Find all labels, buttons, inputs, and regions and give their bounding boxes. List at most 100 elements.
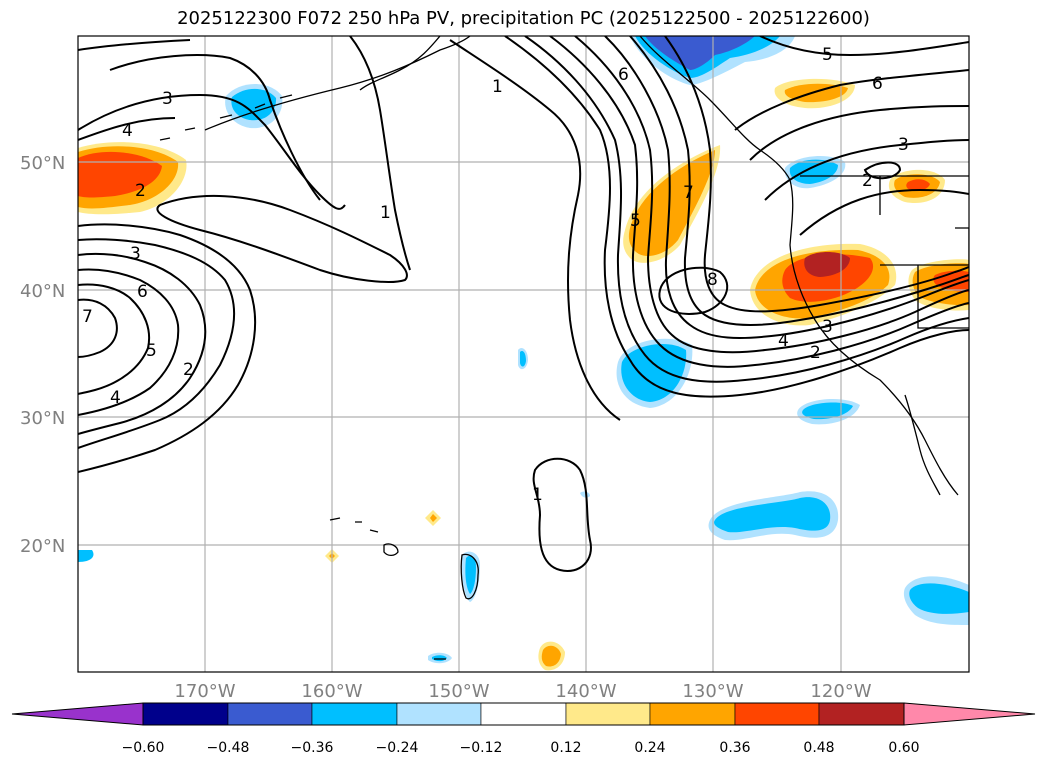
colorbar-bin-9 bbox=[818, 702, 905, 726]
coast-bc bbox=[639, 36, 791, 181]
contour-1-main bbox=[349, 36, 411, 271]
colorbar-bin-5 bbox=[480, 702, 567, 726]
contour-jet-6 bbox=[629, 36, 969, 327]
colorbar-tick-1: −0.60 bbox=[122, 740, 165, 756]
colorbar-extend-min bbox=[11, 702, 144, 726]
longitude-labels: 170°W 160°W 150°W 140°W 130°W 120°W bbox=[174, 681, 871, 702]
contour-3-west bbox=[78, 93, 346, 210]
contour-label-2-ca: 2 bbox=[810, 343, 821, 363]
contour-jet-4 bbox=[574, 36, 969, 354]
contour-label-5-jet: 5 bbox=[630, 211, 641, 231]
precip-blob-small-cyan-3-core bbox=[432, 655, 447, 662]
colorbar-tick-10: 0.60 bbox=[888, 740, 919, 756]
colorbar-bin-8 bbox=[734, 702, 820, 726]
precip-blob-offshore-core bbox=[621, 343, 687, 402]
contour-2-northwest bbox=[78, 117, 176, 141]
contour-ne-6 bbox=[734, 69, 969, 131]
colorbar-bin-4 bbox=[396, 702, 482, 726]
contour-west-5 bbox=[78, 268, 180, 416]
contour-labels: 3 4 2 3 6 7 5 2 4 1 1 6 7 5 8 6 5 3 2 4 … bbox=[82, 45, 909, 505]
contour-label-6-west: 6 bbox=[137, 282, 148, 302]
precip-blob-ca-darkred bbox=[804, 252, 850, 277]
colorbar-tick-5: −0.12 bbox=[460, 740, 503, 756]
coastlines bbox=[159, 36, 969, 660]
map-title: 2025122300 F072 250 hPa PV, precipitatio… bbox=[177, 8, 870, 29]
lat-label-40n: 40°N bbox=[20, 281, 65, 302]
precip-blob-top-dblue-core bbox=[645, 36, 755, 70]
colorbar-bin-3 bbox=[311, 702, 398, 726]
contour-jet-1 bbox=[504, 36, 969, 398]
contour-label-7-jet: 7 bbox=[683, 183, 694, 203]
colorbar-tick-2: −0.48 bbox=[207, 740, 250, 756]
lon-label-140w: 140°W bbox=[555, 681, 616, 702]
colorbar-extend-max bbox=[903, 702, 1036, 726]
precip-band-south-core bbox=[714, 497, 831, 533]
precip-blob-blue-aleutian-core bbox=[231, 88, 277, 121]
colorbar: −0.60 −0.48 −0.36 −0.24 −0.12 0.12 0.24 … bbox=[11, 702, 1036, 756]
coast-hawaii-maui bbox=[383, 543, 399, 557]
contour-label-2-nw: 2 bbox=[135, 181, 146, 201]
coast-alaska-peninsula bbox=[204, 36, 471, 131]
coast-baja bbox=[904, 394, 941, 496]
latitude-labels: 50°N 40°N 30°N 20°N bbox=[20, 153, 65, 557]
contour-jet-2 bbox=[524, 36, 969, 383]
graticule bbox=[78, 36, 969, 672]
lon-label-120w: 120°W bbox=[810, 681, 871, 702]
coast-aleutian-islets bbox=[159, 94, 293, 141]
contour-label-4-west-low: 4 bbox=[110, 388, 121, 408]
coast-west bbox=[789, 179, 959, 496]
contour-west-6 bbox=[78, 283, 150, 395]
colorbar-tick-4: −0.24 bbox=[376, 740, 419, 756]
contour-label-3-ca: 3 bbox=[822, 317, 833, 337]
lon-label-130w: 130°W bbox=[682, 681, 743, 702]
coast-alaska-south bbox=[359, 36, 441, 91]
coast-hawaii-big bbox=[460, 553, 479, 600]
colorbar-bin-6 bbox=[565, 702, 651, 726]
colorbar-tick-8: 0.36 bbox=[719, 740, 750, 756]
contour-ne-3 bbox=[764, 139, 969, 201]
contour-label-2-west: 2 bbox=[183, 360, 194, 380]
lat-label-20n: 20°N bbox=[20, 536, 65, 557]
precip-blob-small-yellow-1-core bbox=[430, 514, 437, 522]
precip-blob-se-core bbox=[909, 583, 969, 614]
contour-label-6-ne: 6 bbox=[872, 74, 883, 94]
contour-label-4-nw: 4 bbox=[122, 121, 133, 141]
contour-label-5-west: 5 bbox=[146, 341, 157, 361]
contour-label-1-arc: 1 bbox=[492, 77, 503, 97]
precip-blob-baja-core bbox=[802, 402, 853, 420]
lat-label-50n: 50°N bbox=[20, 153, 65, 174]
contour-label-1-south: 1 bbox=[532, 485, 543, 505]
contour-label-3-ne: 3 bbox=[898, 135, 909, 155]
contour-ne-4 bbox=[749, 105, 969, 161]
contour-1-arc bbox=[449, 39, 621, 421]
contour-8-closed bbox=[658, 266, 729, 315]
contour-1-north bbox=[78, 39, 321, 201]
precip-blob-blue-wa-core bbox=[789, 159, 838, 184]
contour-label-8-closed: 8 bbox=[707, 270, 718, 290]
contour-1-center bbox=[156, 194, 408, 283]
precip-blob-id-red bbox=[906, 179, 930, 191]
contour-west-4 bbox=[78, 252, 207, 435]
contour-ne-2 bbox=[799, 161, 969, 236]
contour-label-2-ne: 2 bbox=[862, 171, 873, 191]
precip-blob-small-orange-1-core bbox=[541, 645, 561, 667]
precip-blob-small-cyan-4 bbox=[580, 491, 590, 498]
precip-blob-small-cyan-2 bbox=[78, 550, 94, 562]
contour-label-1-center: 1 bbox=[380, 203, 391, 223]
contour-label-3-west: 3 bbox=[130, 244, 141, 264]
contour-label-4-ca: 4 bbox=[778, 331, 789, 351]
lon-label-170w: 170°W bbox=[174, 681, 235, 702]
coast-state-lines bbox=[879, 176, 969, 329]
precip-blob-nw-red bbox=[78, 151, 162, 198]
contour-west-7 bbox=[78, 298, 118, 358]
contour-ne-5 bbox=[759, 36, 969, 57]
colorbar-bin-1 bbox=[142, 702, 229, 726]
precip-blob-small-cyan-1-core bbox=[520, 351, 526, 367]
coast-hawaii-islets bbox=[329, 517, 446, 660]
pv-contours bbox=[78, 36, 969, 572]
contour-label-6-jet: 6 bbox=[618, 65, 629, 85]
lon-label-160w: 160°W bbox=[301, 681, 362, 702]
contour-west-2 bbox=[78, 223, 257, 473]
colorbar-bin-2 bbox=[227, 702, 313, 726]
